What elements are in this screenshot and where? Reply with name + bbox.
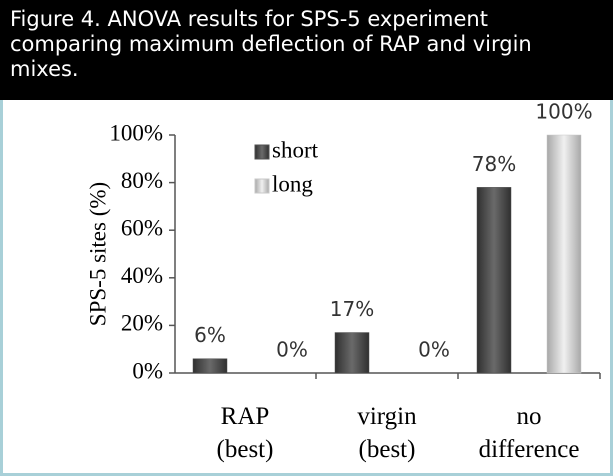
legend-swatch <box>254 178 270 194</box>
x-tick-label: no difference <box>478 403 580 463</box>
legend-swatch <box>254 144 270 160</box>
bar <box>476 187 512 374</box>
y-axis-label: SPS-5 sites (%) <box>85 182 110 326</box>
legend-label: long <box>272 171 313 196</box>
y-tick-label: 40% <box>121 263 163 288</box>
bar <box>546 134 582 374</box>
y-tick-label: 80% <box>121 168 163 193</box>
bar <box>334 332 370 374</box>
value-label: 100% <box>535 100 592 124</box>
y-tick-label: 100% <box>109 120 163 145</box>
value-label: 0% <box>418 338 450 362</box>
frame <box>0 100 613 476</box>
value-label: 0% <box>276 338 308 362</box>
value-label: 6% <box>194 323 226 347</box>
x-tick-label: virgin (best) <box>357 403 417 463</box>
value-label: 78% <box>472 152 516 176</box>
y-tick-label: 60% <box>121 215 163 240</box>
caption: Figure 4. ANOVA results for SPS-5 experi… <box>0 0 613 100</box>
value-label: 17% <box>330 297 374 321</box>
y-tick-label: 0% <box>132 358 163 383</box>
x-tick-label: RAP (best) <box>216 403 274 463</box>
y-tick-label: 20% <box>121 311 163 336</box>
legend-label: short <box>272 137 319 162</box>
bar <box>192 358 228 374</box>
